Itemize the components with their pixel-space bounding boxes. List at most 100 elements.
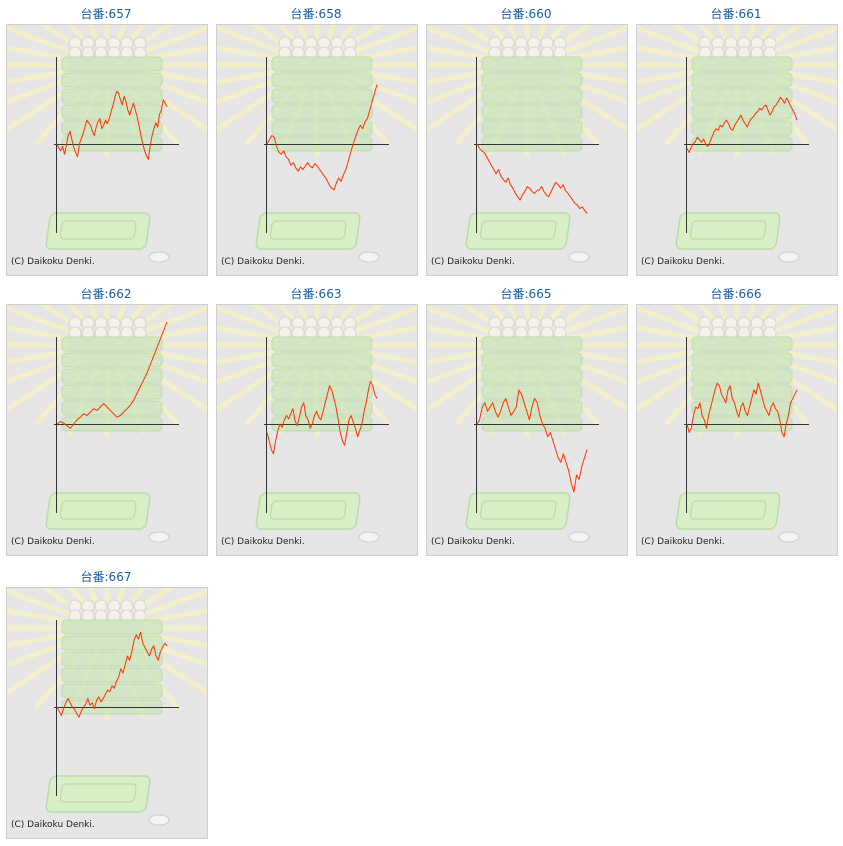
slump-chart <box>7 25 207 263</box>
sun-ray <box>7 25 75 55</box>
copyright-text: (C) Daikoku Denki. <box>221 257 305 267</box>
box-shape <box>271 336 373 352</box>
sun-ray <box>773 325 837 342</box>
sun-ray <box>139 588 207 618</box>
box-shape <box>481 72 583 88</box>
series-line <box>56 631 168 718</box>
machine-number-title[interactable]: 台番:665 <box>500 287 552 301</box>
sun-ray <box>249 305 292 330</box>
sun-ray <box>637 75 705 105</box>
sun-ray <box>67 588 90 609</box>
box-shape <box>61 72 163 88</box>
machine-number-title[interactable]: 台番:662 <box>80 287 132 301</box>
tray-inner-shape <box>479 220 557 240</box>
box-shape <box>61 352 163 368</box>
box-shape <box>691 352 793 368</box>
machine-number-title[interactable]: 台番:657 <box>80 7 132 21</box>
machine-chart-card: 台番:658 (C) Daikoku Denki. <box>213 2 419 276</box>
box-shape <box>271 88 373 104</box>
sun-ray <box>552 305 595 330</box>
sun-ray <box>563 68 627 85</box>
sun-ray <box>7 305 75 335</box>
chart-panel[interactable]: (C) Daikoku Denki. <box>6 587 208 839</box>
sun-ray <box>637 325 701 342</box>
tray-shape <box>675 492 781 530</box>
box-shape <box>481 368 583 384</box>
sun-ray <box>7 608 71 625</box>
slump-chart <box>637 305 837 543</box>
chart-panel[interactable]: (C) Daikoku Denki. <box>216 24 418 276</box>
box-shape <box>271 384 373 400</box>
sun-ray <box>637 68 701 85</box>
copyright-text: (C) Daikoku Denki. <box>11 257 95 267</box>
sun-ray <box>552 25 595 50</box>
box-shape <box>61 88 163 104</box>
sun-ray <box>217 75 285 105</box>
box-shape <box>691 88 793 104</box>
sun-ray <box>427 355 495 385</box>
sun-ray <box>534 305 547 324</box>
copyright-text: (C) Daikoku Denki. <box>11 537 95 547</box>
sun-ray <box>507 25 520 44</box>
sun-ray <box>334 25 357 46</box>
sun-ray <box>114 25 127 44</box>
background-illustration <box>427 305 627 543</box>
chart-panel[interactable]: (C) Daikoku Denki. <box>216 304 418 556</box>
sun-ray <box>507 305 520 324</box>
chart-panel[interactable]: (C) Daikoku Denki. <box>6 24 208 276</box>
box-shape <box>271 56 373 72</box>
chart-panel[interactable]: (C) Daikoku Denki. <box>426 304 628 556</box>
sun-ray <box>427 75 495 105</box>
machine-number-title[interactable]: 台番:663 <box>290 287 342 301</box>
machine-number-title[interactable]: 台番:666 <box>710 287 762 301</box>
sun-ray <box>114 305 127 324</box>
machine-number-title[interactable]: 台番:658 <box>290 7 342 21</box>
sun-ray <box>277 25 300 46</box>
chart-panel[interactable]: (C) Daikoku Denki. <box>636 24 838 276</box>
chart-panel[interactable]: (C) Daikoku Denki. <box>636 304 838 556</box>
copyright-text: (C) Daikoku Denki. <box>221 537 305 547</box>
sun-ray <box>143 608 207 625</box>
box-shape <box>481 120 583 136</box>
coin-shape <box>148 251 170 263</box>
box-shape <box>271 400 373 416</box>
series-line <box>266 84 378 191</box>
tray-inner-shape <box>59 783 137 803</box>
sun-ray <box>349 25 417 55</box>
chart-panel[interactable]: (C) Daikoku Denki. <box>426 24 628 276</box>
chart-panel[interactable]: (C) Daikoku Denki. <box>6 304 208 556</box>
sun-ray <box>744 305 757 324</box>
sun-ray <box>637 45 701 62</box>
series-line <box>686 382 798 438</box>
sun-ray <box>143 68 207 85</box>
box-shape <box>481 352 583 368</box>
tray-shape <box>465 492 571 530</box>
sun-ray <box>217 325 281 342</box>
sun-ray <box>427 45 491 62</box>
machine-chart-card: 台番:660 (C) Daikoku Denki. <box>423 2 629 276</box>
sun-ray <box>217 45 281 62</box>
coin-shape <box>568 531 590 543</box>
sun-ray <box>39 588 82 613</box>
sun-ray <box>427 25 495 55</box>
sun-ray <box>217 355 285 385</box>
background-illustration <box>427 25 627 263</box>
machine-number-title[interactable]: 台番:661 <box>710 7 762 21</box>
box-shape <box>61 368 163 384</box>
sun-ray <box>487 305 510 326</box>
series-line <box>266 381 378 455</box>
box-shape <box>61 635 163 651</box>
sun-ray <box>277 305 300 326</box>
tray-shape <box>45 212 151 250</box>
slump-chart <box>427 25 627 263</box>
coin-shape <box>778 251 800 263</box>
sun-ray <box>563 348 627 365</box>
machine-number-title[interactable]: 台番:667 <box>80 570 132 584</box>
machine-number-title[interactable]: 台番:660 <box>500 7 552 21</box>
sun-ray <box>124 588 147 609</box>
tray-shape <box>675 212 781 250</box>
copyright-text: (C) Daikoku Denki. <box>431 257 515 267</box>
box-shape <box>691 120 793 136</box>
sun-ray <box>427 305 495 335</box>
copyright-text: (C) Daikoku Denki. <box>11 820 95 830</box>
